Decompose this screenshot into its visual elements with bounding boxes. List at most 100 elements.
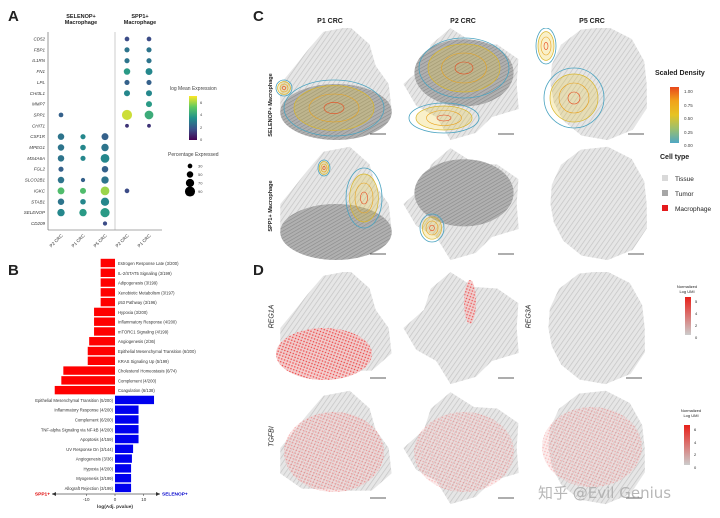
density-contour xyxy=(540,36,552,56)
tumor-region xyxy=(414,39,514,107)
density-contour xyxy=(323,102,345,114)
legend-label: Tumor xyxy=(675,191,694,198)
tick: 0.00 xyxy=(684,143,693,149)
bar xyxy=(87,346,115,356)
size-legend-dot xyxy=(187,163,193,169)
size-legend: 30 50 70 90 xyxy=(184,163,203,197)
dot xyxy=(58,112,64,118)
density-contour xyxy=(535,28,557,65)
density-contour xyxy=(320,163,328,173)
x-axis-title: log(Adj. pvalue) xyxy=(97,504,133,510)
dot xyxy=(145,68,153,76)
bar xyxy=(115,473,132,483)
left-group-label: SPP1+ xyxy=(35,492,50,498)
bar xyxy=(115,405,139,414)
celltype-legend-title: Cell type xyxy=(660,154,690,161)
legend-item-tumor: Tumor xyxy=(662,187,711,202)
bar-label: Xenobiotic Metabolism (3/197) xyxy=(118,290,175,295)
dot xyxy=(125,123,129,128)
tick: 4 xyxy=(200,112,203,118)
bar xyxy=(115,425,139,434)
spatial-expression-maps xyxy=(276,272,645,505)
panel-d-label: D xyxy=(253,262,264,279)
tick-label: -10 xyxy=(83,497,90,502)
expression-hotspot xyxy=(276,328,372,380)
density-contour xyxy=(427,43,501,93)
dot xyxy=(101,143,109,152)
umi-legend-2-title: Normalized Log UMI xyxy=(674,408,708,418)
tick: 0.75 xyxy=(684,102,693,108)
umi-legend-1-ticks: 5 4 2 0 xyxy=(695,296,697,344)
density-contour xyxy=(408,102,480,134)
gene-label: MMP7 xyxy=(32,102,45,107)
title-line: Log UMI xyxy=(679,289,695,294)
size-legend-label: 50 xyxy=(198,172,203,177)
density-contour xyxy=(354,182,374,214)
bar xyxy=(100,258,115,268)
bar xyxy=(100,278,115,287)
density-contour xyxy=(415,105,473,131)
dot xyxy=(100,153,110,163)
density-contour xyxy=(441,52,487,84)
dot xyxy=(58,166,64,172)
tick: 0.25 xyxy=(684,129,693,135)
bar-label: mTORC1 Signaling (4/199) xyxy=(118,329,169,334)
bar xyxy=(94,307,115,317)
bar xyxy=(115,395,155,405)
dot xyxy=(124,188,130,194)
bar xyxy=(63,366,115,375)
gene-label: CHIT1 xyxy=(32,123,45,128)
umi-legend-2-bar xyxy=(684,425,690,465)
tick: 0 xyxy=(200,136,203,142)
size-legend-title: Percentage Expressed xyxy=(168,152,219,158)
column-title-p2: P2 CRC xyxy=(450,18,476,25)
tick: 0 xyxy=(695,335,698,340)
bar-label: Allograft Rejection (3/199) xyxy=(65,486,114,491)
density-contour xyxy=(275,79,293,97)
column-title-p1: P1 CRC xyxy=(317,18,343,25)
gene-label: SPP1 xyxy=(33,112,45,117)
umi-legend-1-bar xyxy=(685,297,691,335)
dot xyxy=(57,144,65,151)
bar xyxy=(115,464,132,473)
tick-label: 0 xyxy=(114,497,117,502)
density-contour xyxy=(308,93,360,123)
tumor-region xyxy=(280,204,392,260)
density-contour xyxy=(318,161,330,175)
tissue-section xyxy=(403,272,519,385)
umi-legend-1-title: Normalized Log UMI xyxy=(670,284,704,294)
gene-label: MPEG1 xyxy=(29,145,45,150)
bar-label: KRAS Signaling Up (5/199) xyxy=(118,359,169,364)
dot xyxy=(147,123,151,128)
legend-label: Macrophage xyxy=(675,206,712,213)
density-contour xyxy=(543,67,605,129)
gene-label: SLCO2B1 xyxy=(25,178,46,183)
panel-a-label: A xyxy=(8,8,19,25)
dot xyxy=(80,198,86,205)
density-legend-ticks: 1.00 0.75 0.50 0.25 0.00 xyxy=(684,85,693,153)
density-contour xyxy=(322,166,326,170)
density-contour xyxy=(418,37,510,99)
dot xyxy=(80,155,86,161)
expression-hotspot xyxy=(464,280,476,324)
bar xyxy=(115,415,139,424)
size-legend-label: 70 xyxy=(198,181,203,186)
gene-label: FBP1 xyxy=(34,47,46,52)
density-contour xyxy=(293,85,375,131)
bar xyxy=(100,297,115,307)
dot xyxy=(100,186,110,196)
gene-label: CD209 xyxy=(31,221,46,226)
legend-label: Tissue xyxy=(675,176,694,183)
dot xyxy=(146,79,152,85)
size-legend-dot xyxy=(185,178,195,188)
bar-label: Complement (4/200) xyxy=(118,378,157,383)
title-line: Log UMI xyxy=(683,413,699,418)
dot xyxy=(124,47,130,53)
bar xyxy=(61,376,115,385)
dot xyxy=(57,208,65,217)
dot xyxy=(123,90,131,97)
tick: 4 xyxy=(695,311,698,316)
gene-label: SELENOP xyxy=(24,210,45,215)
size-legend-dot xyxy=(184,186,196,197)
bar-label: Coagulation (6/138) xyxy=(118,388,155,393)
